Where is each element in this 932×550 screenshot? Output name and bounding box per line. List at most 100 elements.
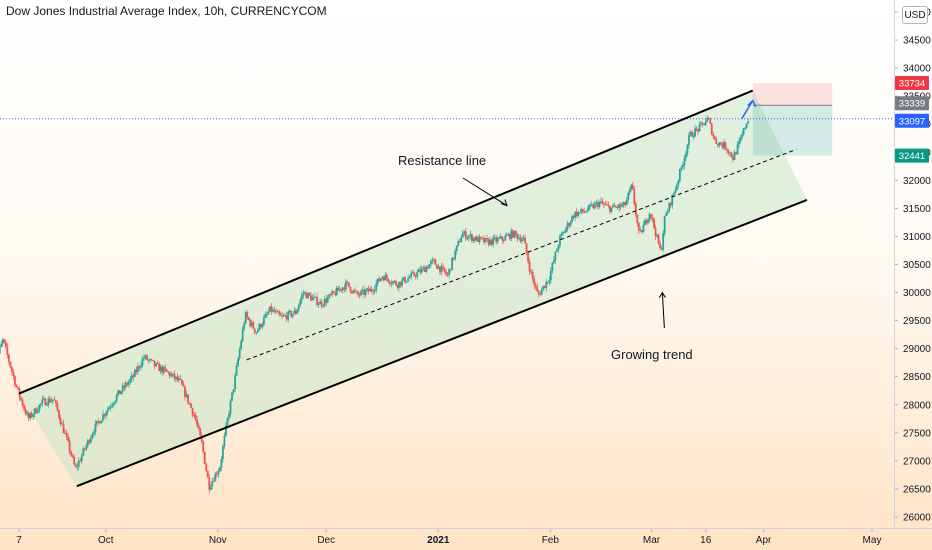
candle-body: [155, 363, 158, 367]
candle-body: [276, 311, 279, 313]
candle-body: [187, 394, 189, 404]
candle-body: [26, 412, 28, 414]
candle-body: [255, 332, 258, 334]
candle-body: [96, 420, 98, 424]
candle-body: [132, 375, 135, 377]
candle-body: [554, 251, 557, 261]
candle-body: [370, 288, 373, 292]
candle-body: [144, 355, 147, 358]
candle-body: [253, 328, 256, 333]
candle-body: [452, 257, 455, 260]
candle-body: [88, 440, 91, 443]
candle-body: [574, 211, 577, 218]
candle-body: [668, 202, 671, 212]
candle-body: [194, 415, 197, 420]
candle-body: [484, 238, 487, 243]
take-profit-zone: [752, 105, 833, 156]
candle-body: [284, 315, 287, 317]
candle-body: [140, 365, 142, 368]
candle-body: [367, 288, 370, 292]
candle-body: [50, 400, 53, 403]
candle-body: [171, 373, 174, 375]
currency-button[interactable]: USD: [902, 6, 928, 24]
candle-body: [258, 323, 261, 330]
candle-body: [637, 223, 640, 231]
time-tick-label: 16: [700, 535, 712, 546]
candle-body: [346, 281, 349, 283]
candle-body: [133, 369, 136, 377]
price-tick-label: 28000: [903, 400, 931, 411]
candle-body: [259, 323, 262, 328]
candle-body: [269, 306, 271, 312]
candle-body: [527, 253, 529, 262]
candle-body: [675, 184, 678, 191]
candle-body: [434, 259, 437, 265]
forecast-arrow: [741, 100, 754, 119]
candle-body: [389, 281, 391, 284]
candle-body: [143, 357, 145, 359]
candle-body: [641, 230, 643, 233]
candle-body: [555, 249, 558, 252]
candle-body: [300, 294, 303, 300]
candle-body: [461, 233, 464, 238]
candle-body: [474, 237, 476, 241]
candle-body: [168, 372, 171, 377]
candle-body: [521, 239, 523, 242]
candle-body: [624, 202, 627, 206]
candle-body: [0, 343, 3, 348]
candle-body: [343, 287, 346, 290]
candle-body: [109, 406, 112, 408]
candle-body: [278, 311, 280, 315]
price-tick-label: 30500: [903, 260, 931, 271]
candle-body: [417, 269, 420, 272]
candle-body: [691, 131, 693, 137]
candle-body: [671, 194, 674, 206]
candle-body: [653, 218, 655, 228]
candle-body: [692, 136, 695, 138]
candle-body: [414, 275, 417, 277]
candle-body: [86, 440, 89, 446]
candle-body: [173, 373, 176, 379]
candle-body: [387, 278, 390, 282]
candle-body: [360, 291, 362, 296]
candle-body: [241, 329, 244, 342]
candle-body: [420, 268, 423, 273]
candle-body: [609, 205, 611, 213]
candle-body: [220, 459, 223, 468]
candle-body: [739, 137, 742, 142]
candle-body: [569, 222, 572, 226]
candle-body: [147, 359, 150, 361]
candle-body: [436, 264, 438, 269]
candle-body: [405, 281, 408, 283]
candle-body: [38, 405, 41, 412]
price-label-text: 33339: [899, 99, 925, 110]
channel-fill: [19, 90, 807, 487]
candle-body: [266, 313, 268, 315]
candle-body: [290, 311, 293, 317]
price-tick-label: 31500: [903, 204, 931, 215]
candle-body: [590, 204, 593, 206]
candle-body: [264, 314, 267, 318]
candle-body: [311, 297, 314, 301]
candle-body: [382, 277, 385, 281]
candle-body: [36, 411, 39, 413]
candle-body: [423, 267, 426, 272]
candle-body: [422, 267, 425, 269]
candle-body: [647, 219, 649, 224]
candle-body: [499, 236, 502, 239]
candle-body: [549, 270, 552, 281]
candle-body: [167, 371, 170, 373]
candle-body: [519, 237, 522, 242]
candle-body: [536, 286, 539, 292]
candle-body: [565, 228, 567, 232]
candle-body: [299, 299, 302, 305]
candle-body: [695, 128, 698, 130]
price-tick-label: 32000: [903, 176, 931, 187]
candle-body: [712, 134, 715, 137]
candle-body: [581, 208, 584, 212]
candle-body: [619, 204, 622, 207]
candle-body: [15, 385, 18, 388]
candle-body: [323, 298, 326, 306]
candle-body: [518, 237, 520, 239]
